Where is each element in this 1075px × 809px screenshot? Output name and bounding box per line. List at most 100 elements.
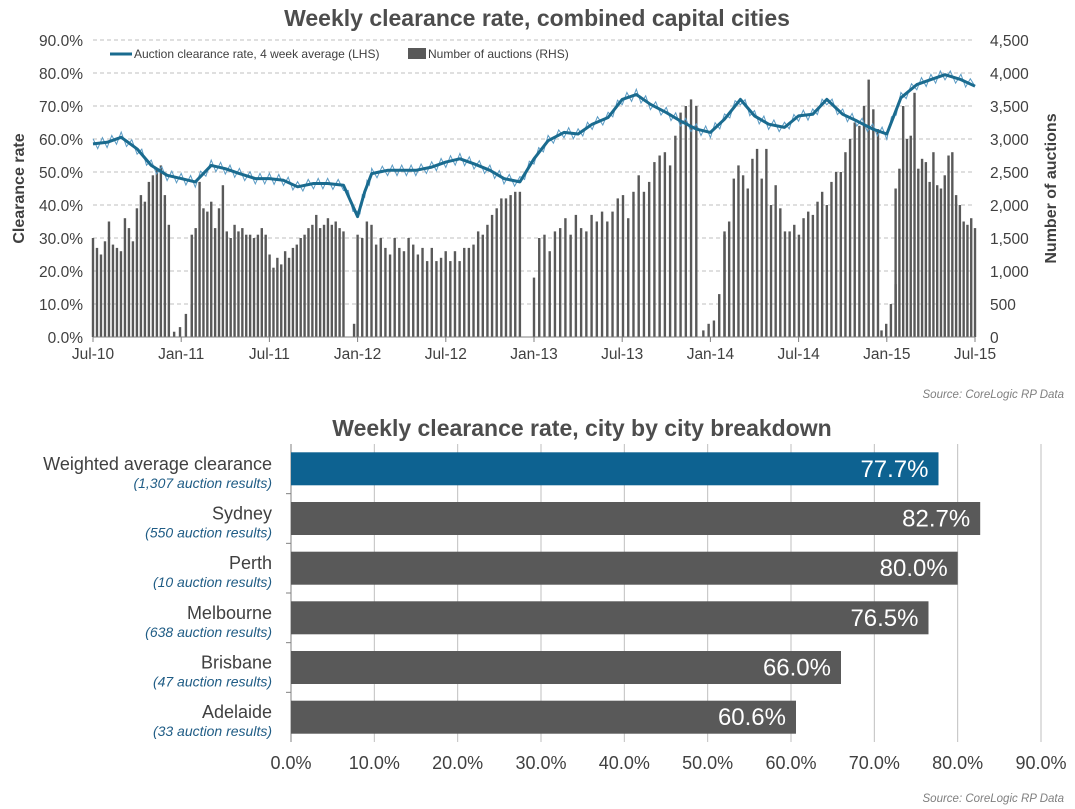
auction-count-bar bbox=[233, 224, 236, 337]
legend-label-line: Auction clearance rate, 4 week average (… bbox=[134, 47, 379, 61]
y-tick-label-left: 80.0% bbox=[39, 66, 83, 83]
auction-count-bar bbox=[936, 185, 939, 337]
auction-count-bar bbox=[194, 228, 197, 337]
auction-count-bar bbox=[287, 257, 291, 337]
auction-count-bar bbox=[695, 106, 698, 337]
auction-count-bar bbox=[467, 247, 471, 337]
auction-count-bar bbox=[684, 106, 688, 337]
auction-count-bar bbox=[481, 234, 484, 337]
x-tick-label-top: Jan-13 bbox=[510, 346, 557, 363]
auction-count-bar bbox=[894, 188, 897, 337]
x-tick-label-bottom: 10.0% bbox=[349, 753, 400, 773]
auction-count-bar bbox=[159, 165, 163, 337]
auction-count-bar bbox=[206, 211, 209, 337]
auction-count-bar bbox=[374, 244, 378, 337]
auction-count-bar bbox=[632, 191, 635, 337]
auction-count-bar bbox=[627, 218, 630, 337]
x-tick-label-bottom: 80.0% bbox=[932, 753, 983, 773]
auction-count-bar bbox=[973, 228, 977, 337]
auction-count-bar bbox=[668, 165, 672, 337]
auction-count-bar bbox=[444, 251, 447, 337]
bar-value-label: 77.7% bbox=[860, 456, 928, 483]
auction-count-bar bbox=[590, 214, 593, 337]
clearance-rate-weekly-line bbox=[92, 69, 976, 215]
chart-title-bottom: Weekly clearance rate, city by city brea… bbox=[332, 415, 831, 441]
auction-count-bar bbox=[909, 135, 912, 337]
auction-count-bar bbox=[412, 244, 415, 337]
x-tick-label-bottom: 40.0% bbox=[599, 753, 650, 773]
auction-count-bar bbox=[718, 294, 721, 337]
auction-count-bar bbox=[430, 247, 433, 337]
auction-count-bar bbox=[839, 172, 842, 337]
auction-count-bar bbox=[356, 234, 359, 337]
x-tick-label-bottom: 90.0% bbox=[1015, 753, 1066, 773]
auction-count-bar bbox=[393, 238, 396, 337]
auction-count-bar bbox=[229, 238, 232, 337]
auction-count-bar bbox=[225, 231, 228, 337]
auction-count-bar bbox=[155, 168, 159, 337]
source-note-bottom: Source: CoreLogic RP Data bbox=[923, 793, 1064, 805]
auction-count-bar bbox=[642, 191, 646, 337]
auction-count-bar bbox=[741, 175, 745, 337]
auction-count-bar bbox=[966, 224, 969, 337]
x-tick-label-bottom: 60.0% bbox=[765, 753, 816, 773]
x-tick-label-top: Jan-11 bbox=[158, 346, 204, 363]
auction-count-bar bbox=[119, 251, 123, 337]
auction-count-bar bbox=[653, 162, 656, 337]
auction-count-bar bbox=[291, 247, 295, 337]
auction-count-bar bbox=[579, 228, 583, 337]
auction-count-bar bbox=[880, 330, 883, 337]
auction-count-bar bbox=[876, 129, 880, 337]
y-tick-label-right: 3,000 bbox=[990, 132, 1029, 149]
legend-swatch-bars bbox=[408, 48, 426, 59]
category-sublabel: (638 auction results) bbox=[145, 624, 272, 640]
auction-count-bar bbox=[707, 323, 710, 337]
auction-count-bar bbox=[834, 172, 838, 337]
auction-count-bar bbox=[495, 208, 498, 337]
y-tick-label-left: 60.0% bbox=[39, 132, 83, 149]
auction-count-bar bbox=[439, 257, 443, 337]
auction-count-bar bbox=[115, 247, 119, 337]
auction-count-bar bbox=[167, 224, 171, 337]
auction-count-bar bbox=[548, 251, 551, 337]
y-tick-label-left: 40.0% bbox=[39, 198, 83, 215]
auction-count-bar bbox=[221, 185, 225, 337]
x-tick-label-bottom: 20.0% bbox=[432, 753, 483, 773]
auction-count-bar bbox=[103, 241, 107, 337]
auction-count-bar bbox=[830, 181, 833, 337]
auction-count-bar bbox=[245, 234, 248, 337]
auction-count-bar bbox=[435, 261, 438, 337]
auction-count-bar bbox=[872, 109, 875, 337]
auction-count-bar bbox=[898, 168, 901, 337]
auction-count-bar bbox=[746, 188, 749, 337]
auction-count-bar bbox=[889, 304, 893, 337]
auction-count-bar bbox=[689, 99, 693, 338]
auction-count-bar bbox=[595, 221, 599, 337]
y-tick-label-right: 4,500 bbox=[990, 33, 1029, 50]
x-tick-label-top: Jul-11 bbox=[249, 346, 290, 363]
auction-count-bar bbox=[674, 135, 677, 337]
auction-count-bar bbox=[585, 231, 588, 337]
auction-count-bar bbox=[962, 221, 965, 337]
auction-count-bar bbox=[574, 214, 578, 337]
y-tick-label-left: 50.0% bbox=[39, 165, 83, 182]
clearance-rate-average-line bbox=[92, 73, 976, 219]
auction-count-bar bbox=[637, 175, 640, 337]
category-label: Adelaide bbox=[202, 702, 272, 722]
auction-count-bar bbox=[553, 231, 557, 337]
auction-count-bar bbox=[947, 155, 950, 337]
auction-count-bar bbox=[272, 267, 275, 337]
auction-count-bar bbox=[425, 261, 429, 337]
auction-count-bar bbox=[283, 251, 287, 337]
auction-count-bar bbox=[198, 181, 201, 337]
auction-count-bar bbox=[241, 228, 244, 337]
city-bar bbox=[291, 551, 958, 585]
auction-count-bar bbox=[943, 175, 946, 337]
auction-count-bar bbox=[458, 261, 461, 337]
auction-count-bar bbox=[338, 228, 341, 337]
auction-count-bar bbox=[811, 214, 815, 337]
auction-count-bar bbox=[139, 195, 143, 337]
auction-count-bar bbox=[131, 241, 135, 337]
auction-count-bar bbox=[147, 181, 151, 337]
auction-count-bar bbox=[723, 231, 726, 337]
